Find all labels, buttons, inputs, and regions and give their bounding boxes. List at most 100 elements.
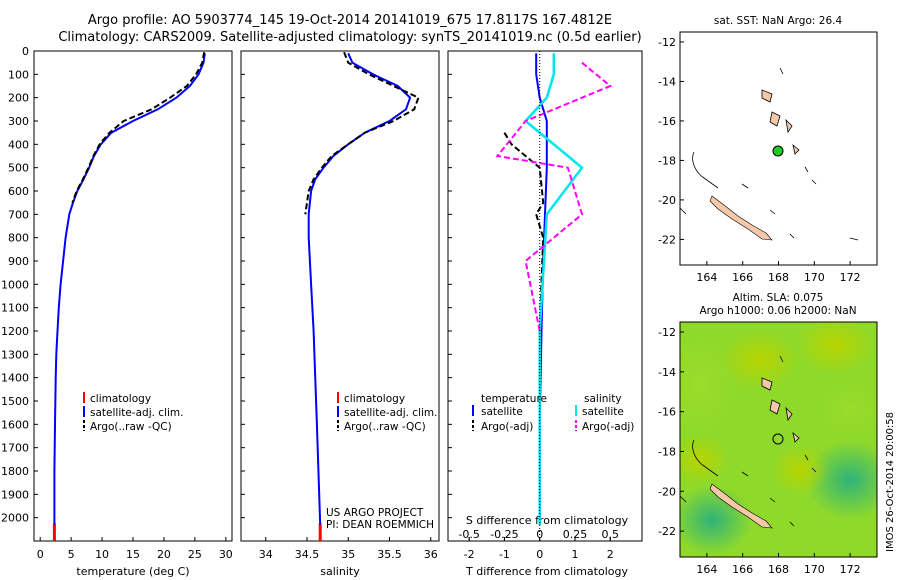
map-x-tick-label: 164 [696, 271, 717, 284]
depth-tick-label: 1200 [1, 325, 29, 338]
legend-label-climatology: climatology [344, 393, 405, 405]
map-y-tick-label: -20 [658, 485, 676, 498]
vanuatu-islands [741, 355, 817, 527]
difference-legend: temperature salinity satellite Argo(-adj… [472, 393, 634, 433]
map-y-tick-label: -14 [658, 366, 676, 379]
map-y-tick-label: -20 [658, 194, 676, 207]
argo-float-marker [772, 145, 784, 157]
legend-label-s-satellite: satellite [582, 406, 624, 418]
depth-tick-label: 1500 [1, 395, 29, 408]
map-x-tick-label: 170 [804, 563, 825, 576]
depth-tick-label: 1400 [1, 372, 29, 385]
coastline-west [679, 151, 719, 215]
depth-tick-label: 600 [8, 185, 29, 198]
t-difference-x-label: T difference from climatology [465, 565, 628, 578]
salinity-x-label: salinity [320, 565, 360, 578]
depth-tick-label: 400 [8, 138, 29, 151]
x-tick-label: 35.5 [377, 548, 402, 561]
legend-label-t-argo: Argo(-adj) [481, 421, 533, 433]
difference-series [495, 53, 613, 525]
x-tick-label: 34.5 [295, 548, 320, 561]
map-y-tick-label: -18 [658, 154, 676, 167]
depth-tick-label: 500 [8, 162, 29, 175]
series-line-argo---raw--qc- [71, 52, 206, 204]
new-caledonia-island [709, 483, 773, 529]
depth-tick-label: 1600 [1, 418, 29, 431]
credit-line2: PI: DEAN ROEMMICH [326, 519, 434, 531]
series-line-satellite [523, 53, 584, 525]
series-line-argo---raw--qc- [304, 51, 420, 215]
legend-label-t-satellite: satellite [481, 406, 523, 418]
map-y-tick-label: -12 [658, 326, 676, 339]
depth-tick-label: 100 [8, 68, 29, 81]
depth-tick-label: 200 [8, 92, 29, 105]
x-tick-label: 1 [571, 548, 578, 561]
x-tick-label: 30 [219, 548, 233, 561]
temperature-plot-frame [33, 50, 233, 542]
sla-map-field [680, 322, 877, 557]
x-tick-label: 35 [341, 548, 355, 561]
sst-map-x-axis: 164 166 168 170 172 [696, 261, 861, 284]
x-tick-label: 5 [68, 548, 75, 561]
x2-tick-label: 0.25 [563, 528, 588, 541]
map-y-tick-label: -22 [658, 233, 676, 246]
s-difference-x-axis: -0.5-0.2500.250.5 [458, 528, 619, 541]
map-y-tick-label: -18 [658, 445, 676, 458]
x-tick-label: -2 [464, 548, 475, 561]
map-x-tick-label: 166 [732, 271, 753, 284]
credit-line1: US ARGO PROJECT [326, 507, 424, 519]
legend-title-salinity: salinity [584, 393, 622, 405]
series-line-satellite-adj--clim- [307, 52, 412, 525]
map-y-tick-label: -22 [658, 525, 676, 538]
x-tick-label: 0 [536, 548, 543, 561]
map-x-tick-label: 172 [840, 271, 861, 284]
map-y-tick-label: -14 [658, 75, 676, 88]
x-tick-label: 15 [126, 548, 140, 561]
depth-tick-label: 1700 [1, 442, 29, 455]
map-y-tick-label: -16 [658, 115, 676, 128]
map-x-tick-label: 168 [768, 271, 789, 284]
depth-tick-label: 900 [8, 255, 29, 268]
legend-label-s-argo: Argo(-adj) [582, 421, 634, 433]
temperature-x-label: temperature (deg C) [76, 565, 189, 578]
imos-timestamp-watermark: IMOS 26-Oct-2014 20:00:58 [885, 412, 896, 552]
sst-map-coastlines [679, 67, 859, 241]
sla-map-x-axis: 164 166 168 170 172 [696, 553, 861, 576]
legend-title-temperature: temperature [481, 393, 547, 405]
legend-label-satellite: satellite-adj. clim. [90, 407, 183, 419]
sst-map-title: sat. SST: NaN Argo: 26.4 [714, 15, 843, 27]
figure-title-line1: Argo profile: AO 5903774_145 19-Oct-2014… [88, 13, 612, 28]
depth-tick-label: 2000 [1, 512, 29, 525]
map-y-tick-label: -16 [658, 406, 676, 419]
map-y-tick-label: -12 [658, 36, 676, 49]
depth-tick-label: 800 [8, 232, 29, 245]
x-tick-label: 25 [188, 548, 202, 561]
sla-map-title-line1: Altim. SLA: 0.075 [733, 292, 824, 304]
s-difference-x-label: S difference from climatology [466, 514, 629, 527]
depth-tick-label: 0 [22, 45, 29, 58]
salinity-legend: climatology satellite-adj. clim. Argo(..… [337, 392, 437, 433]
legend-label-argo: Argo(..raw -QC) [344, 421, 426, 433]
temperature-series [52, 52, 206, 541]
x-tick-label: 10 [95, 548, 109, 561]
temperature-legend: climatology satellite-adj. clim. Argo(..… [83, 392, 183, 433]
legend-label-satellite: satellite-adj. clim. [344, 407, 437, 419]
temperature-x-axis: 0 5 10 15 20 25 30 [37, 537, 233, 561]
salinity-x-axis: 34 34.5 35 35.5 36 [259, 537, 438, 561]
x2-tick-label: -0.25 [490, 528, 518, 541]
map-x-tick-label: 166 [732, 563, 753, 576]
series-line-satellite-adj--clim- [53, 53, 206, 525]
salinity-series [304, 51, 420, 541]
x-tick-label: -1 [499, 548, 510, 561]
depth-axis: 0 100 200 300 400 500 600 700 800 900 1000 1100 1200… [1, 45, 452, 525]
x-tick-label: 36 [424, 548, 438, 561]
new-caledonia-island [709, 195, 773, 241]
depth-tick-label: 1300 [1, 348, 29, 361]
depth-tick-label: 300 [8, 115, 29, 128]
x-tick-label: 0 [37, 548, 44, 561]
x-tick-label: 2 [607, 548, 614, 561]
map-x-tick-label: 172 [840, 563, 861, 576]
vanuatu-islands [741, 67, 859, 241]
depth-tick-label: 1100 [1, 302, 29, 315]
